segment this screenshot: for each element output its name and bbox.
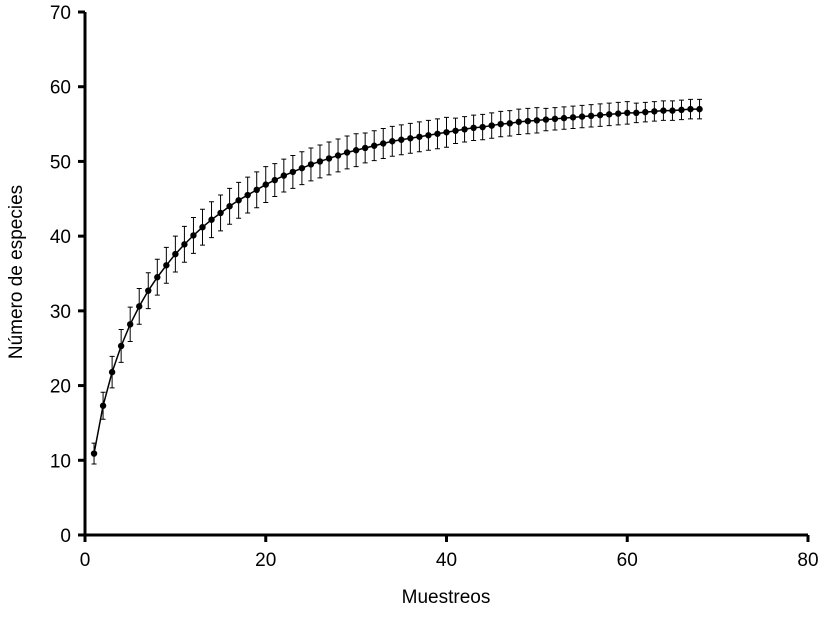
data-point xyxy=(190,232,197,239)
data-point xyxy=(352,147,360,154)
data-point xyxy=(145,287,152,294)
data-point xyxy=(199,223,206,231)
data-point xyxy=(217,209,224,217)
data-point xyxy=(551,115,559,123)
data-point xyxy=(642,108,649,116)
data-point xyxy=(542,116,550,123)
data-point xyxy=(605,111,613,118)
data-point xyxy=(669,107,676,114)
y-tick-label: 10 xyxy=(50,451,71,472)
data-point xyxy=(651,108,658,115)
data-point xyxy=(117,342,125,350)
data-point xyxy=(470,124,477,132)
data-point xyxy=(136,303,143,310)
y-tick-label: 50 xyxy=(50,152,71,173)
y-tick-label: 30 xyxy=(50,302,71,323)
data-point xyxy=(569,114,577,121)
data-point xyxy=(235,197,242,204)
data-point xyxy=(316,158,324,165)
data-point xyxy=(425,132,432,139)
x-tick-label: 20 xyxy=(255,550,276,571)
data-point xyxy=(479,123,486,131)
data-point xyxy=(99,402,107,409)
data-point xyxy=(271,176,278,184)
data-point xyxy=(633,109,640,117)
data-point xyxy=(398,136,405,143)
data-point xyxy=(615,110,622,117)
x-axis-label: Muestreos xyxy=(402,587,491,608)
data-point xyxy=(389,138,396,145)
data-point xyxy=(587,112,595,120)
y-axis-label: Número de especies xyxy=(6,185,27,359)
data-point xyxy=(154,274,161,281)
data-point xyxy=(515,118,522,126)
data-point xyxy=(334,152,342,159)
data-point xyxy=(443,129,450,136)
y-tick-label: 40 xyxy=(50,227,71,248)
data-point xyxy=(108,368,116,376)
y-tick-label: 70 xyxy=(50,3,71,24)
data-point xyxy=(416,133,423,140)
data-point xyxy=(524,117,532,125)
data-point xyxy=(325,155,333,162)
x-tick-label: 80 xyxy=(797,550,818,571)
data-point xyxy=(533,117,541,124)
data-point xyxy=(678,106,685,114)
y-tick-label: 0 xyxy=(60,526,71,547)
data-point xyxy=(226,203,233,210)
data-point xyxy=(506,120,513,127)
data-point xyxy=(307,161,315,168)
x-tick-label: 40 xyxy=(436,550,457,571)
data-point xyxy=(497,120,504,128)
data-point xyxy=(461,126,468,133)
data-point xyxy=(126,321,134,328)
data-point xyxy=(488,122,495,129)
data-point xyxy=(298,164,306,172)
y-tick-label: 60 xyxy=(50,78,71,99)
data-point xyxy=(163,262,170,269)
data-point xyxy=(624,109,631,117)
data-point xyxy=(452,127,459,134)
data-point xyxy=(262,181,269,188)
data-point xyxy=(253,186,260,194)
x-tick-label: 60 xyxy=(617,550,638,571)
data-point xyxy=(361,144,369,152)
data-point xyxy=(371,142,378,149)
data-point xyxy=(380,140,387,147)
x-tick-label: 0 xyxy=(80,550,91,571)
data-point xyxy=(434,130,441,137)
series-line xyxy=(93,108,700,454)
data-point xyxy=(560,114,568,122)
data-point xyxy=(208,216,215,223)
data-point xyxy=(578,113,586,120)
data-point xyxy=(696,105,703,113)
data-point xyxy=(687,105,694,113)
data-point xyxy=(289,168,297,176)
data-point xyxy=(181,241,188,248)
data-point xyxy=(244,191,251,199)
data-point xyxy=(407,135,414,142)
data-point xyxy=(660,107,667,114)
data-point xyxy=(172,250,179,258)
data-point xyxy=(90,450,98,457)
data-point xyxy=(343,149,351,156)
y-tick-label: 20 xyxy=(50,377,71,398)
data-point xyxy=(596,111,604,119)
data-point xyxy=(280,172,288,179)
